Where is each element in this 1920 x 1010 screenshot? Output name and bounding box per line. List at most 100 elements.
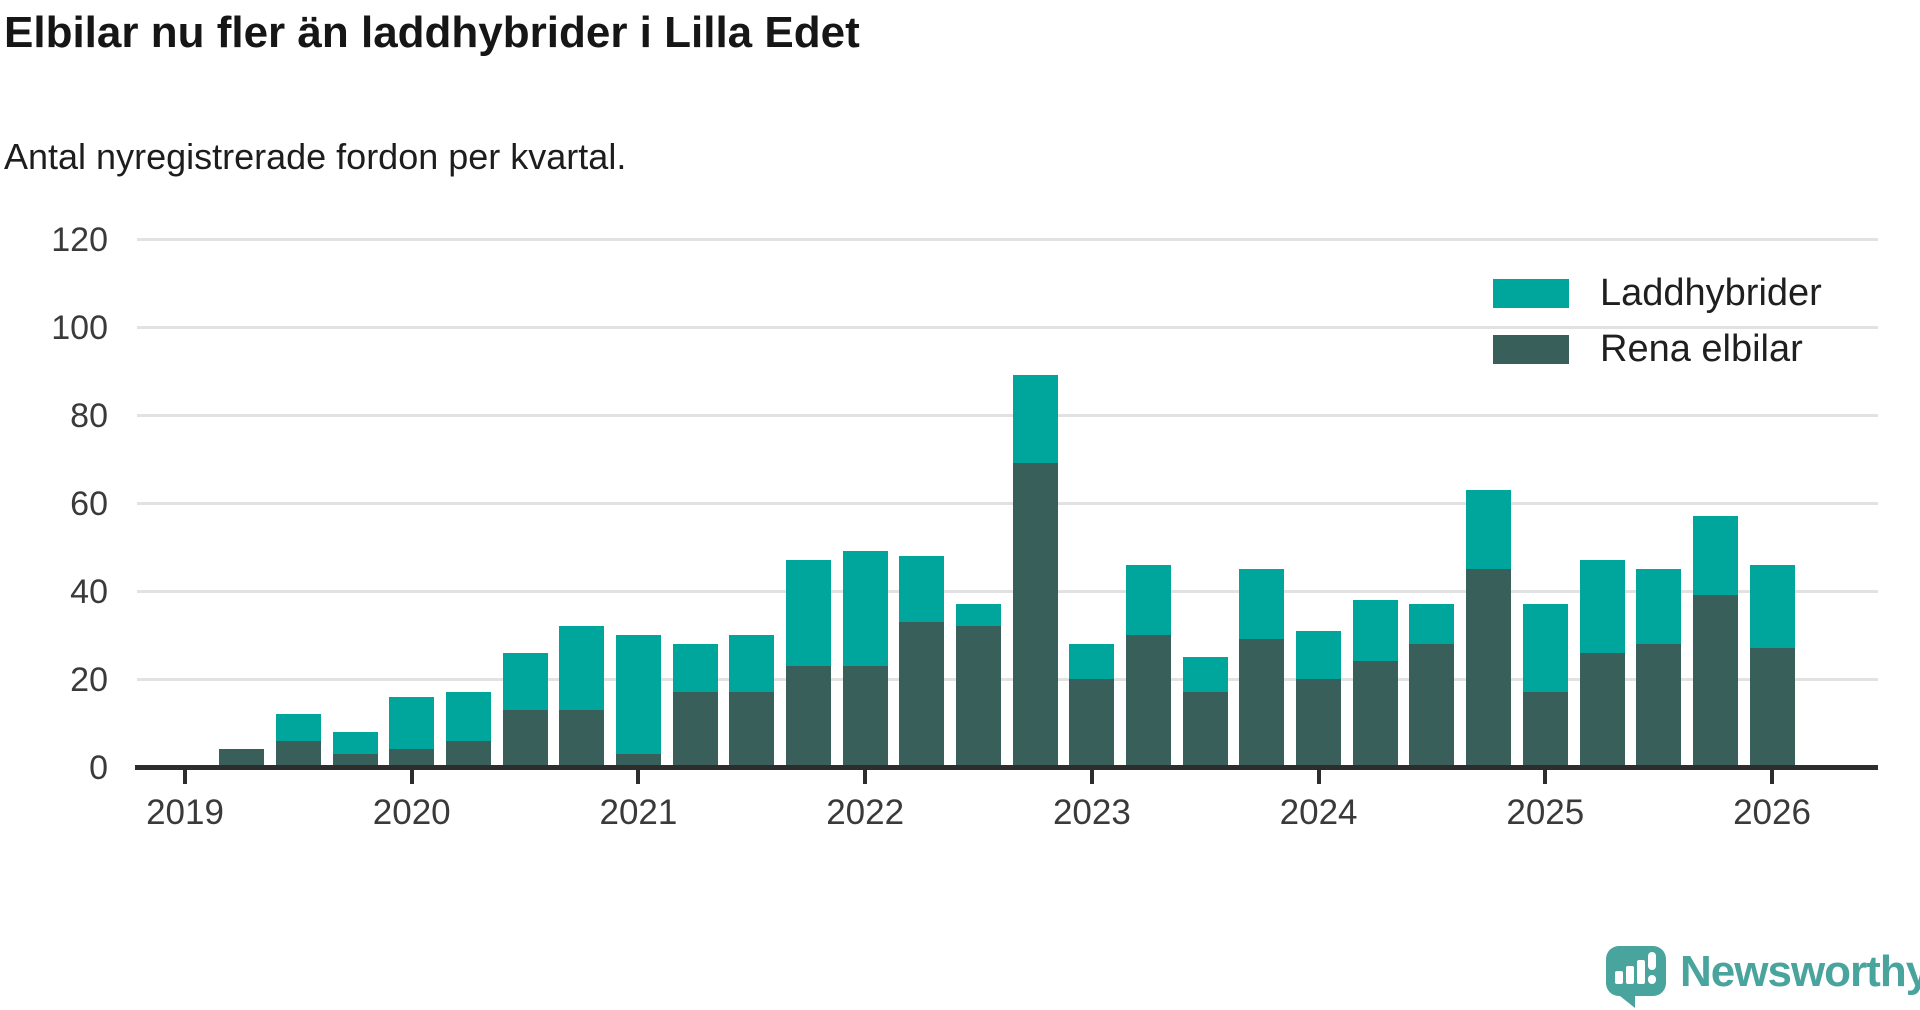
bar-2021-q4-rena-elbilar — [785, 665, 831, 767]
bar-2024-q4-laddhybrider — [1466, 489, 1512, 569]
bar-2025-q1-rena-elbilar — [1522, 692, 1568, 767]
bar-2025-q3-rena-elbilar — [1636, 643, 1682, 767]
y-axis-label-40: 40 — [70, 573, 108, 611]
legend-label-rena-elbilar: Rena elbilar — [1600, 328, 1803, 370]
x-tick-2023 — [1089, 770, 1094, 784]
gridline-120 — [137, 237, 1878, 241]
bar-2021-q2-rena-elbilar — [672, 692, 718, 767]
bar-2020-q3-laddhybrider — [502, 652, 548, 710]
gridline-80 — [137, 413, 1878, 417]
bar-2026-q1-laddhybrider — [1749, 564, 1795, 649]
bar-2026-q1-rena-elbilar — [1749, 648, 1795, 767]
y-axis-label-120: 120 — [51, 221, 108, 259]
bar-2020-q1-rena-elbilar — [389, 749, 435, 767]
y-axis-label-0: 0 — [89, 749, 108, 787]
legend-label-laddhybrider: Laddhybrider — [1600, 272, 1822, 314]
x-tick-2020 — [409, 770, 414, 784]
bar-2024-q2-laddhybrider — [1352, 599, 1398, 662]
bar-2025-q2-laddhybrider — [1579, 560, 1625, 653]
x-axis-label-2025: 2025 — [1506, 793, 1585, 832]
bar-2023-q3-rena-elbilar — [1182, 692, 1228, 767]
x-axis-label-2021: 2021 — [599, 793, 678, 832]
x-tick-2024 — [1316, 770, 1321, 784]
bar-2021-q1-laddhybrider — [615, 635, 661, 754]
gridline-40 — [137, 589, 1878, 593]
bar-2020-q3-rena-elbilar — [502, 709, 548, 767]
bar-2025-q1-laddhybrider — [1522, 604, 1568, 693]
bar-2024-q3-rena-elbilar — [1409, 643, 1455, 767]
x-tick-2021 — [636, 770, 641, 784]
logo-bar-icon-3 — [1637, 960, 1645, 984]
chart-subtitle: Antal nyregistrerade fordon per kvartal. — [4, 136, 627, 177]
bar-2020-q4-laddhybrider — [559, 626, 605, 710]
bar-2023-q3-laddhybrider — [1182, 657, 1228, 693]
y-axis-label-60: 60 — [70, 485, 108, 523]
bar-2022-q2-rena-elbilar — [899, 621, 945, 767]
legend-swatch-rena-elbilar — [1493, 334, 1569, 364]
bar-2021-q4-laddhybrider — [785, 560, 831, 666]
y-axis-label-100: 100 — [51, 309, 108, 347]
bar-2021-q2-laddhybrider — [672, 643, 718, 693]
bar-2020-q1-laddhybrider — [389, 696, 435, 750]
bar-2019-q3-rena-elbilar — [275, 740, 321, 767]
bar-2023-q1-rena-elbilar — [1069, 679, 1115, 767]
newsworthy-logo: Newsworthy — [1606, 946, 1920, 1008]
bar-2021-q3-laddhybrider — [729, 635, 775, 693]
legend-swatch-laddhybrider — [1493, 278, 1569, 308]
x-tick-2025 — [1543, 770, 1548, 784]
x-axis-label-2023: 2023 — [1052, 793, 1131, 832]
bar-2022-q4-rena-elbilar — [1012, 463, 1058, 767]
logo-exclamation-stick-icon — [1648, 952, 1656, 970]
x-axis-label-2022: 2022 — [826, 793, 905, 832]
bar-2024-q2-rena-elbilar — [1352, 661, 1398, 767]
logo-text: Newsworthy — [1680, 947, 1920, 996]
bar-2024-q4-rena-elbilar — [1466, 569, 1512, 767]
bar-2025-q3-laddhybrider — [1636, 569, 1682, 644]
bar-2022-q3-rena-elbilar — [956, 626, 1002, 767]
logo-exclamation-dot-icon — [1648, 975, 1656, 984]
bar-2022-q3-laddhybrider — [956, 604, 1002, 627]
logo-bubble-tail — [1615, 992, 1635, 1008]
x-axis-label-2024: 2024 — [1279, 793, 1358, 832]
bar-2021-q1-rena-elbilar — [615, 753, 661, 767]
bar-2025-q4-rena-elbilar — [1692, 595, 1738, 767]
bar-2022-q1-rena-elbilar — [842, 665, 888, 767]
bar-2020-q2-rena-elbilar — [445, 740, 491, 767]
logo-bar-icon-2 — [1626, 966, 1634, 984]
legend-item-laddhybrider: Laddhybrider — [1493, 272, 1822, 314]
bar-2020-q4-rena-elbilar — [559, 709, 605, 767]
bar-2020-q2-laddhybrider — [445, 692, 491, 741]
bar-2023-q1-laddhybrider — [1069, 643, 1115, 679]
bar-2025-q2-rena-elbilar — [1579, 652, 1625, 767]
bar-2022-q1-laddhybrider — [842, 551, 888, 666]
bar-2025-q4-laddhybrider — [1692, 516, 1738, 596]
logo-bar-icon-1 — [1615, 971, 1623, 984]
bar-2021-q3-rena-elbilar — [729, 692, 775, 767]
legend: Laddhybrider Rena elbilar — [1493, 272, 1822, 389]
legend-item-rena-elbilar: Rena elbilar — [1493, 328, 1822, 370]
bar-2022-q2-laddhybrider — [899, 555, 945, 622]
bar-2023-q2-laddhybrider — [1126, 564, 1172, 635]
x-axis-label-2026: 2026 — [1733, 793, 1811, 832]
x-tick-2022 — [863, 770, 868, 784]
bar-2019-q2-rena-elbilar — [219, 749, 265, 767]
y-axis-label-20: 20 — [70, 661, 108, 699]
bar-2023-q2-rena-elbilar — [1126, 635, 1172, 767]
bar-2024-q1-laddhybrider — [1296, 630, 1342, 679]
bar-2019-q3-laddhybrider — [275, 714, 321, 741]
x-axis-label-2020: 2020 — [372, 793, 451, 832]
bar-2019-q4-rena-elbilar — [332, 753, 378, 767]
gridline-100 — [137, 325, 1878, 329]
x-axis-line — [135, 765, 1878, 770]
bar-2024-q3-laddhybrider — [1409, 604, 1455, 644]
x-tick-2019 — [183, 770, 187, 784]
y-axis-label-80: 80 — [70, 397, 108, 435]
x-tick-2026 — [1770, 770, 1775, 784]
gridline-60 — [137, 501, 1878, 505]
bar-2024-q1-rena-elbilar — [1296, 679, 1342, 767]
bar-2019-q4-laddhybrider — [332, 731, 378, 754]
bar-2022-q4-laddhybrider — [1012, 375, 1058, 464]
gridline-20 — [137, 677, 1878, 681]
